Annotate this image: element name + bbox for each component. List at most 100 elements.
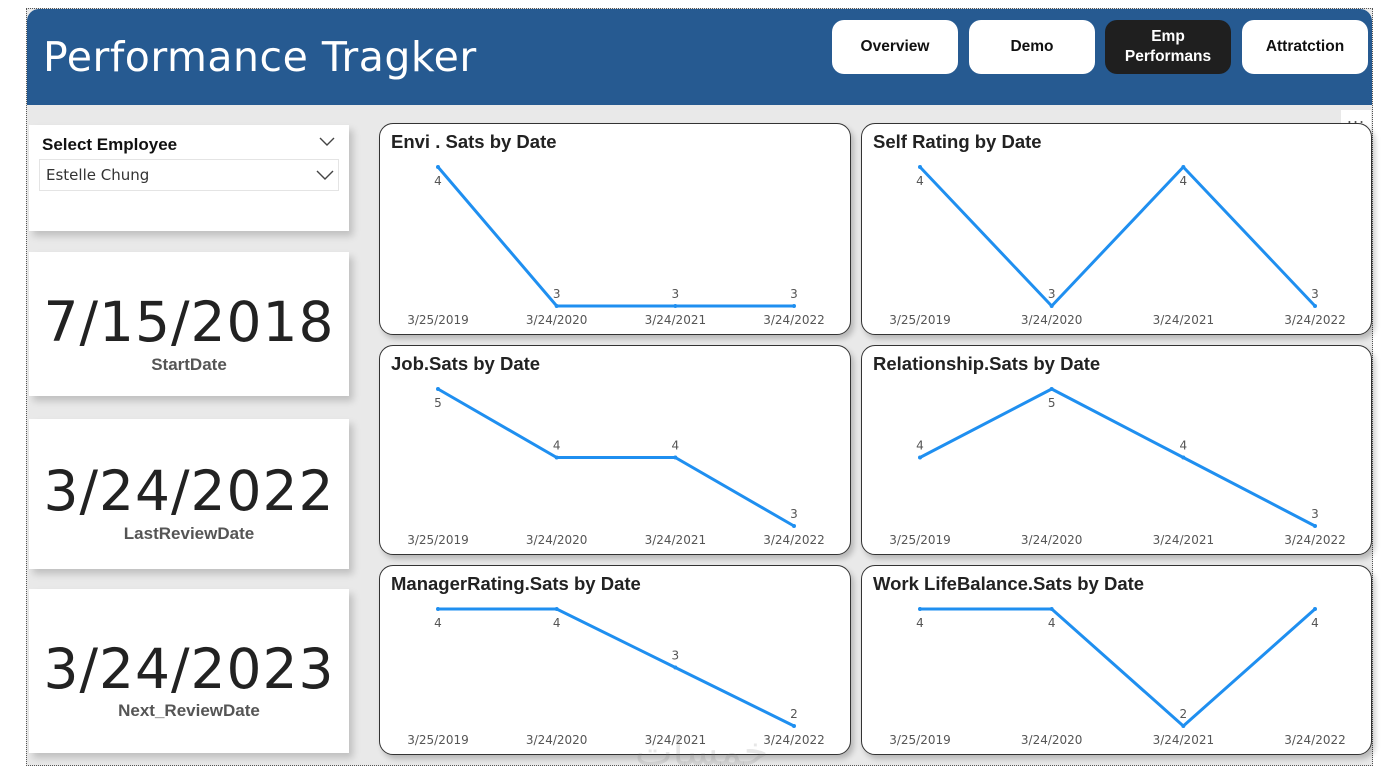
selected-employee: Estelle Chung xyxy=(46,166,150,184)
page-title: Performance Tragker xyxy=(43,33,477,81)
data-label: 3 xyxy=(1311,287,1319,301)
kpi-value: 3/24/2023 xyxy=(43,637,335,701)
chevron-down-icon[interactable] xyxy=(319,137,335,147)
x-tick-label: 3/25/2019 xyxy=(889,533,951,547)
line-chart: 4 4 2 4 3/25/2019 3/24/2020 3/24/2021 3/24/2022 xyxy=(889,607,1346,747)
data-point[interactable] xyxy=(554,455,559,460)
line-chart: 4 4 3 2 3/25/2019 3/24/2020 3/24/2021 3/24/2022 xyxy=(407,607,825,747)
x-tick-label: 3/24/2021 xyxy=(1153,533,1215,547)
data-label: 3 xyxy=(790,287,798,301)
data-point[interactable] xyxy=(918,607,922,611)
data-label: 3 xyxy=(790,507,798,521)
chart-title: Work LifeBalance.Sats by Date xyxy=(873,573,1145,594)
chart-worklifebalance-sats[interactable]: Work LifeBalance.Sats by Date 4 4 2 4 3/25/2… xyxy=(861,565,1372,755)
data-label: 4 xyxy=(916,439,924,453)
data-point[interactable] xyxy=(1313,607,1317,611)
line-chart: 4 5 4 3 3/25/2019 3/24/2020 3/24/2021 3/24/2022 xyxy=(889,387,1346,547)
x-tick-label: 3/24/2022 xyxy=(763,313,825,327)
chart-envi-sats[interactable]: Envi . Sats by Date 4 3 3 3 3/25/2019 3/24/20… xyxy=(379,123,851,335)
series-line xyxy=(436,166,794,308)
slicer-title: Select Employee xyxy=(42,135,178,154)
data-label: 4 xyxy=(672,439,680,453)
data-point[interactable] xyxy=(436,165,440,169)
data-point[interactable] xyxy=(673,455,678,460)
line-chart: 5 4 4 3 3/25/2019 3/24/2020 3/24/2021 3/24/2022 xyxy=(407,387,825,547)
data-point[interactable] xyxy=(1181,455,1186,460)
series-line xyxy=(437,387,795,528)
chart-relationship-sats[interactable]: Relationship.Sats by Date 4 5 4 3 3/25/2019 3… xyxy=(861,345,1372,555)
data-point[interactable] xyxy=(673,304,678,308)
x-tick-label: 3/24/2022 xyxy=(1284,733,1346,747)
kpi-label: LastReviewDate xyxy=(123,524,255,543)
x-tick-label: 3/24/2022 xyxy=(763,533,825,547)
data-point[interactable] xyxy=(1049,607,1054,611)
x-tick-label: 3/24/2020 xyxy=(526,533,588,547)
series-line xyxy=(918,164,1317,309)
data-label: 4 xyxy=(434,174,442,188)
data-point[interactable] xyxy=(673,665,678,670)
data-label: 4 xyxy=(553,616,561,630)
x-tick-label: 3/25/2019 xyxy=(889,733,951,747)
x-tick-label: 3/24/2020 xyxy=(1021,533,1083,547)
data-point[interactable] xyxy=(436,607,440,611)
x-tick-label: 3/25/2019 xyxy=(407,313,469,327)
data-point[interactable] xyxy=(1181,724,1186,728)
employee-dropdown[interactable]: Estelle Chung xyxy=(39,159,339,191)
x-tick-label: 3/24/2022 xyxy=(1284,313,1346,327)
data-point[interactable] xyxy=(792,724,796,728)
chevron-down-icon[interactable] xyxy=(316,170,334,181)
kpi-card-start-date: 7/15/2018 StartDate xyxy=(29,252,349,396)
data-point[interactable] xyxy=(436,387,440,391)
data-label: 4 xyxy=(1311,616,1319,630)
employee-slicer: Select Employee Estelle Chung xyxy=(29,125,349,231)
line-chart: 4 3 4 3 3/25/2019 3/24/2020 3/24/2021 3/24/2022 xyxy=(889,164,1346,327)
data-point[interactable] xyxy=(792,524,796,528)
data-point[interactable] xyxy=(918,165,922,169)
data-point[interactable] xyxy=(918,455,922,460)
chart-self-rating[interactable]: Self Rating by Date 4 3 4 3 3/25/2019 3/24/20… xyxy=(861,123,1372,335)
data-label: 3 xyxy=(1048,287,1056,301)
data-label: 2 xyxy=(1180,707,1188,721)
series-line xyxy=(438,607,795,728)
data-point[interactable] xyxy=(792,304,796,308)
series-line xyxy=(919,387,1316,528)
series-line xyxy=(920,607,1316,729)
data-label: 3 xyxy=(1311,507,1319,521)
data-label: 3 xyxy=(553,287,561,301)
line-chart: 4 3 3 3 3/25/2019 3/24/2020 3/24/2021 3/24/2022 xyxy=(407,165,825,327)
nav-overview-button[interactable]: Overview xyxy=(832,20,958,74)
data-label: 4 xyxy=(1180,439,1188,453)
x-tick-label: 3/25/2019 xyxy=(407,733,469,747)
data-label: 5 xyxy=(434,396,442,410)
chart-job-sats[interactable]: Job.Sats by Date 5 4 4 3 3/25/2019 3/24/2020 3… xyxy=(379,345,851,555)
data-point[interactable] xyxy=(1181,165,1186,169)
x-tick-label: 3/24/2020 xyxy=(526,733,588,747)
data-label: 4 xyxy=(1180,174,1188,188)
data-label: 2 xyxy=(790,707,798,721)
kpi-card-next-review-date: 3/24/2023 Next_ReviewDate xyxy=(29,589,349,753)
data-label: 4 xyxy=(1048,616,1056,630)
data-point[interactable] xyxy=(1049,304,1054,308)
data-point[interactable] xyxy=(1313,304,1317,308)
data-point[interactable] xyxy=(554,607,559,611)
x-tick-label: 3/24/2020 xyxy=(1021,313,1083,327)
nav-attratction-button[interactable]: Attratction xyxy=(1242,20,1368,74)
chart-title: Job.Sats by Date xyxy=(391,353,541,374)
x-tick-label: 3/24/2021 xyxy=(645,533,707,547)
x-tick-label: 3/24/2021 xyxy=(645,733,707,747)
kpi-value: 7/15/2018 xyxy=(43,290,335,354)
data-point[interactable] xyxy=(1313,524,1317,528)
data-point[interactable] xyxy=(1049,387,1054,391)
kpi-label: Next_ReviewDate xyxy=(118,701,260,720)
data-label: 3 xyxy=(672,649,680,663)
chart-title: Envi . Sats by Date xyxy=(391,131,557,152)
nav-demo-button[interactable]: Demo xyxy=(969,20,1095,74)
data-label: 5 xyxy=(1048,396,1056,410)
x-tick-label: 3/24/2020 xyxy=(526,313,588,327)
x-tick-label: 3/24/2022 xyxy=(763,733,825,747)
chart-title: ManagerRating.Sats by Date xyxy=(391,573,641,594)
data-label: 3 xyxy=(672,287,680,301)
nav-emp-performans-button[interactable]: Emp Performans xyxy=(1105,20,1231,74)
data-point[interactable] xyxy=(554,304,559,308)
chart-managerrating-sats[interactable]: ManagerRating.Sats by Date 4 4 3 2 3/25/2019… xyxy=(379,565,851,755)
